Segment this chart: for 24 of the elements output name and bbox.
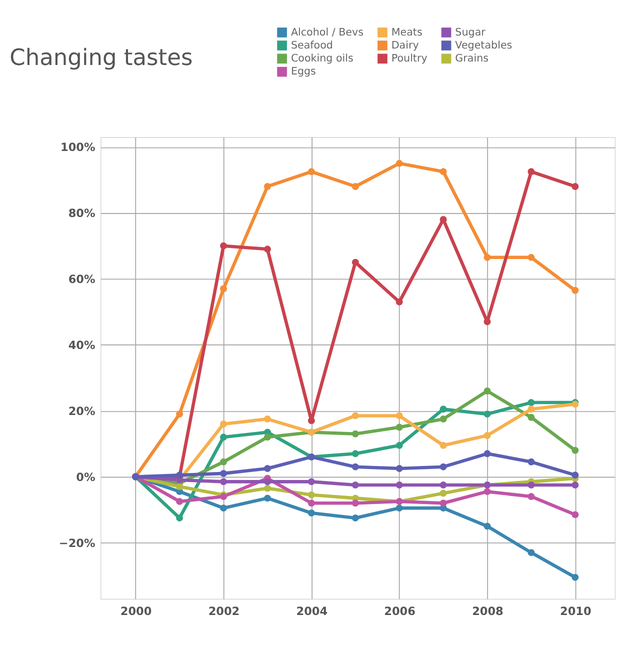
y-tick-label: 40% <box>68 339 96 352</box>
x-tick-label: 2000 <box>120 605 152 618</box>
legend-label: Grains <box>455 52 489 64</box>
x-tick-label: 2008 <box>472 605 504 618</box>
legend-label: Meats <box>391 26 422 38</box>
y-tick-label: −20% <box>58 536 96 550</box>
y-tick-label: 100% <box>60 141 96 154</box>
x-tick-label: 2006 <box>384 605 416 618</box>
x-tick-label: 2004 <box>296 605 328 618</box>
x-tick-label: 2010 <box>560 605 592 618</box>
legend-label: Sugar <box>455 26 486 38</box>
legend-label: Dairy <box>391 39 419 52</box>
y-tick-label: 20% <box>68 404 96 418</box>
legend-label: Vegetables <box>455 39 512 52</box>
y-tick-label: 80% <box>68 207 96 220</box>
y-tick-label: 0% <box>76 470 96 484</box>
legend-label: Seafood <box>290 39 333 52</box>
legend-label: Alcohol / Bevs <box>290 26 364 38</box>
y-tick-label: 60% <box>68 273 96 286</box>
legend-label: Poultry <box>391 52 428 64</box>
legend-label: Cooking oils <box>290 52 354 64</box>
chart-title: Changing tastes <box>10 44 193 71</box>
legend-label: Eggs <box>290 66 316 78</box>
x-tick-label: 2002 <box>208 605 240 618</box>
